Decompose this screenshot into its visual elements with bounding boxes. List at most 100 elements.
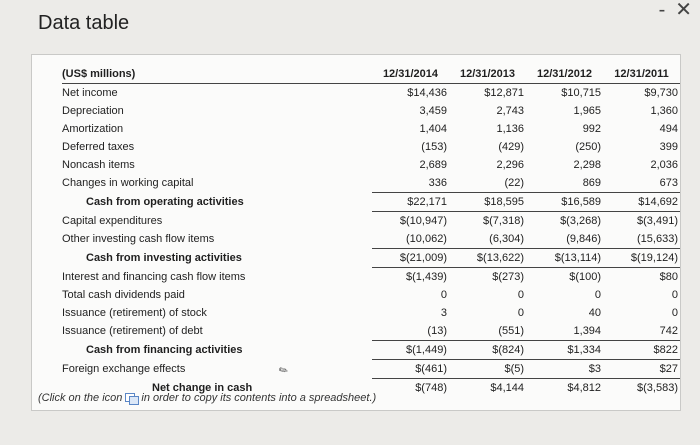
cell-value: $(21,009)	[371, 248, 449, 268]
cell-value: $(3,268)	[560, 215, 602, 227]
cell-value: 1,360	[650, 105, 678, 117]
subtotal-label: Cash from investing activities	[86, 252, 242, 264]
row-label: Changes in working capital	[62, 177, 194, 190]
cell-value: 869	[526, 174, 604, 193]
row-label: Deferred taxes	[62, 141, 135, 153]
cell-value: 40	[588, 307, 602, 319]
copy-instructions: (Click on the icon in order to copy its …	[38, 392, 376, 405]
cell-value: 336	[371, 174, 449, 193]
cell-value: $27	[603, 359, 680, 379]
cell-value: 2,689	[419, 159, 447, 171]
total-label: Net change in cash	[152, 381, 253, 394]
cell-value: 0	[671, 289, 678, 301]
cell-value: 1,965	[573, 105, 602, 117]
cell-value: (10,062)	[371, 230, 449, 249]
subtotal-row: Cash from operating activities $22,171 $…	[62, 192, 680, 212]
cell-value: $(824)	[448, 340, 527, 360]
cell-value: 3	[440, 307, 447, 319]
table-row: Issuance (retirement) of stock 3 0 40 0	[62, 304, 680, 322]
cell-value: $(19,124)	[603, 248, 680, 268]
cell-value: 0	[517, 289, 525, 301]
table-row: Deferred taxes (153) (429) (250) 399	[62, 138, 680, 156]
cell-value: $9,730	[644, 87, 678, 99]
row-label: Total cash dividends paid	[62, 289, 185, 301]
cell-value: (153)	[421, 141, 447, 153]
cell-value: $(3,491)	[637, 215, 678, 227]
year-header-2012: 12/31/2012	[526, 65, 604, 84]
footnote-text-before: (Click on the icon	[38, 392, 123, 404]
copy-icon[interactable]	[125, 392, 140, 405]
cell-value: $(13,622)	[448, 248, 527, 268]
table-row: Changes in working capital 336 (22) 869 …	[62, 174, 680, 193]
cell-value: $4,144	[490, 382, 525, 394]
cell-value: $822	[603, 340, 680, 360]
total-row: Net change in cash $(748) $4,144 $4,812 …	[62, 379, 680, 398]
subtotal-label: Cash from financing activities	[86, 344, 243, 356]
cell-value: (9,846)	[526, 230, 604, 249]
cell-value: $(461)	[371, 359, 449, 379]
cell-value: $14,436	[407, 87, 447, 99]
data-table-panel: (US$ millions) 12/31/2014 12/31/2013 12/…	[31, 54, 681, 411]
cell-value: 2,036	[650, 159, 678, 171]
cell-value: 673	[603, 174, 680, 193]
cell-value: 1,394	[526, 322, 604, 341]
table-row: Other investing cash flow items (10,062)…	[62, 230, 680, 249]
cell-value: $(748)	[415, 382, 447, 394]
cell-value: $14,692	[603, 192, 680, 212]
dialog-title: Data table	[38, 12, 130, 34]
cell-value: 0	[517, 307, 525, 319]
cell-value: 399	[659, 141, 678, 153]
cell-value: 0	[594, 289, 602, 301]
subtotal-label: Cash from operating activities	[86, 196, 244, 208]
table-row: Interest and financing cash flow items $…	[62, 268, 680, 287]
cell-value: 2,743	[496, 105, 525, 117]
row-label: Net income	[62, 87, 118, 99]
cell-value: $10,715	[561, 87, 602, 99]
cell-value: (15,633)	[603, 230, 680, 249]
close-button[interactable]: ✕	[675, 0, 692, 21]
row-label: Amortization	[62, 123, 124, 135]
cell-value: (22)	[448, 174, 527, 193]
cell-value: $12,871	[484, 87, 525, 99]
cell-value: $80	[659, 271, 678, 283]
year-header-2013: 12/31/2013	[448, 65, 527, 84]
cell-value: $(100)	[569, 271, 602, 283]
table-row: Issuance (retirement) of debt (13) (551)…	[62, 322, 680, 341]
cell-value: $(13,114)	[526, 248, 604, 268]
cell-value: $(3,583)	[637, 382, 678, 394]
table-row: Amortization 1,404 1,136 992 494	[62, 120, 680, 138]
cell-value: $1,334	[526, 340, 604, 360]
cell-value: $22,171	[371, 192, 449, 212]
row-label: Issuance (retirement) of debt	[62, 325, 203, 338]
cell-value: 1,404	[419, 123, 447, 135]
cell-value: 0	[440, 289, 447, 301]
table-row: Net income $14,436 $12,871 $10,715 $9,73…	[62, 84, 680, 103]
row-label: Noncash items	[62, 159, 135, 171]
row-label: Depreciation	[62, 105, 124, 117]
table-row: Noncash items 2,689 2,296 2,298 2,036	[62, 156, 680, 174]
minimize-button[interactable]: -	[658, 0, 666, 21]
cell-value: 3,459	[419, 105, 447, 117]
cell-value: $(7,318)	[483, 215, 525, 227]
cell-value: $16,589	[526, 192, 604, 212]
cell-value: 2,298	[573, 159, 602, 171]
row-label: Capital expenditures	[62, 214, 163, 227]
cell-value: (13)	[371, 322, 449, 341]
cell-value: $3	[526, 359, 604, 379]
cell-value: (6,304)	[448, 230, 527, 249]
cell-value: 992	[582, 123, 602, 135]
subtotal-row: Cash from financing activities $(1,449) …	[62, 340, 680, 360]
cell-value: $18,595	[448, 192, 527, 212]
cell-value: (250)	[575, 141, 602, 153]
cell-value: $(10,947)	[399, 215, 447, 227]
table-row: Capital expenditures $(10,947) $(7,318) …	[62, 212, 680, 231]
row-label: Foreign exchange effects	[62, 363, 186, 375]
cell-value: (551)	[448, 322, 527, 341]
table-header-row: (US$ millions) 12/31/2014 12/31/2013 12/…	[62, 65, 680, 84]
row-label: Issuance (retirement) of stock	[62, 307, 207, 319]
table-row: Depreciation 3,459 2,743 1,965 1,360	[62, 102, 680, 120]
cell-value: $(5)	[448, 359, 527, 379]
cell-value: 1,136	[496, 123, 525, 135]
cell-value: 2,296	[496, 159, 525, 171]
table-row: Total cash dividends paid 0 0 0 0	[62, 286, 680, 304]
